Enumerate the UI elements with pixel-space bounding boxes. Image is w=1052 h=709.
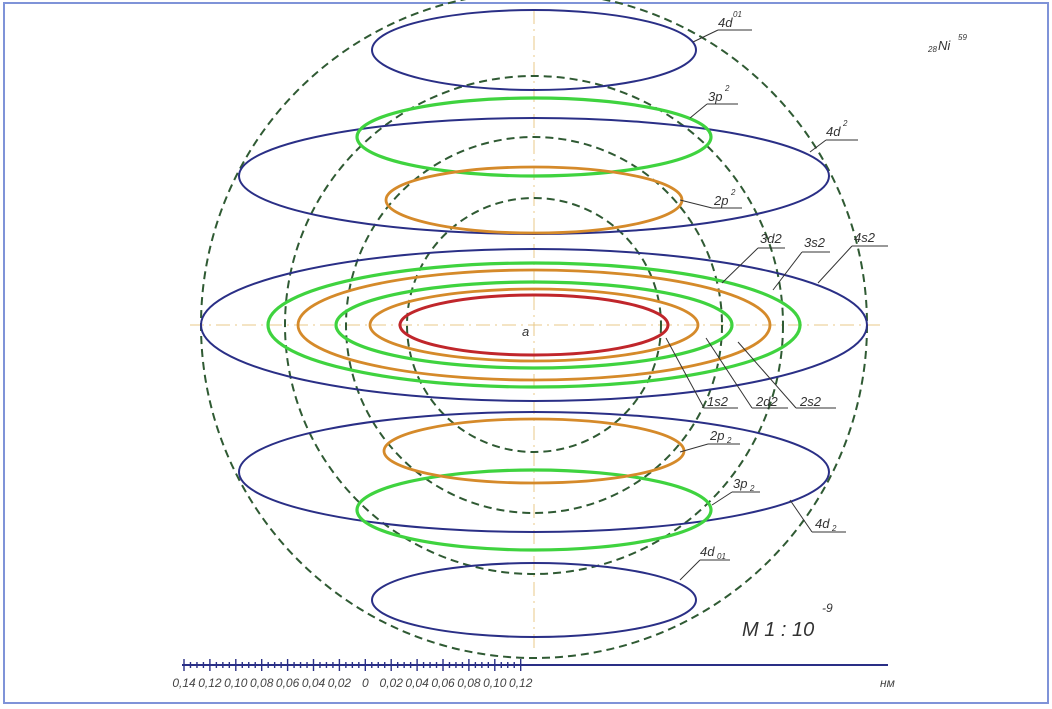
label-1s2: 1s2 — [665, 337, 738, 409]
label-2d2: 2d2 — [705, 337, 788, 409]
svg-text:M 1 : 10: M 1 : 10 — [742, 619, 814, 641]
orbital-1s2 — [398, 293, 670, 357]
svg-text:01: 01 — [717, 552, 726, 561]
scale-tick-label: 0,06 — [276, 676, 300, 690]
scale-tick-label: 0,08 — [250, 676, 274, 690]
label-3p2-bottom: 3p 2 — [711, 476, 760, 506]
label-3s2: 3s2 — [772, 235, 830, 291]
orbital-4d2-lower — [238, 411, 830, 533]
orbital-3p2-bottom — [355, 468, 713, 552]
shell-inner — [406, 197, 662, 453]
svg-text:3s2: 3s2 — [804, 235, 826, 250]
label-2s2: 2s2 — [737, 341, 836, 409]
label-4s2: 4s2 — [817, 230, 888, 284]
drawing-frame — [3, 2, 1049, 704]
orbital-2d2 — [368, 287, 700, 363]
orbital-3d2 — [296, 268, 772, 382]
scale-tick-label: 0,08 — [457, 676, 481, 690]
scale-tick-label: 0,04 — [302, 676, 326, 690]
label-3d2: 3d2 — [721, 231, 785, 284]
scale-tick-label: 0 — [362, 676, 369, 690]
scale-ratio: M 1 : 10 -9 — [742, 601, 833, 641]
scale-tick-label: 0,10 — [483, 676, 507, 690]
label-3p2-top: 3p 2 — [689, 84, 738, 119]
svg-text:4d: 4d — [826, 124, 841, 139]
scale-tick-label: 0,02 — [380, 676, 404, 690]
label-4d2-lower: 4d 2 — [789, 499, 846, 533]
scale-tick-label: 0,12 — [198, 676, 222, 690]
svg-text:2: 2 — [724, 84, 730, 93]
scale-tick-label: 0,02 — [328, 676, 352, 690]
label-2p2-bottom: 2p 2 — [679, 428, 740, 453]
orbital-3p2-top — [355, 96, 713, 178]
shell-second — [345, 136, 723, 514]
orbital-2s2-green — [334, 280, 734, 370]
scale-tick-label: 0,14 — [172, 676, 196, 690]
shell-third — [284, 75, 784, 575]
scale-tick-label: 0,12 — [509, 676, 533, 690]
orbital-3s2 — [266, 261, 802, 389]
svg-text:2p: 2p — [709, 428, 724, 443]
label-4d01-bottom: 4d 01 — [679, 544, 730, 581]
svg-text:2p: 2p — [713, 193, 728, 208]
svg-text:4d: 4d — [700, 544, 715, 559]
svg-text:-9: -9 — [822, 601, 833, 615]
label-4d2-upper: 4d 2 — [809, 119, 858, 153]
svg-text:2: 2 — [730, 188, 736, 197]
element-name: Ni — [938, 38, 951, 53]
element-atomic-number: 28 — [927, 45, 937, 54]
scale-tick-label: 0,10 — [224, 676, 248, 690]
svg-text:2s2: 2s2 — [799, 394, 822, 409]
label-4d01-top: 4d 01 — [692, 10, 752, 43]
svg-text:2: 2 — [726, 436, 732, 445]
scale-tick-label: 0,04 — [405, 676, 429, 690]
svg-text:4s2: 4s2 — [854, 230, 876, 245]
svg-text:3d2: 3d2 — [760, 231, 782, 246]
orbital-4d01-top — [371, 9, 697, 91]
svg-text:2d2: 2d2 — [755, 394, 778, 409]
svg-text:2: 2 — [831, 524, 837, 533]
svg-text:2: 2 — [749, 484, 755, 493]
scale-axis: 0,14 0,12 0,10 0,08 0,06 0,04 0,02 0 0,02 0,04 0,0… — [172, 659, 895, 690]
orbital-4s2 — [200, 248, 868, 402]
element-symbol: 28 Ni 59 — [927, 33, 967, 54]
svg-text:2: 2 — [842, 119, 848, 128]
element-mass-number: 59 — [958, 33, 967, 42]
center-label: a — [522, 324, 529, 339]
scale-tick-label: 0,06 — [431, 676, 455, 690]
svg-text:3p: 3p — [708, 89, 722, 104]
svg-text:01: 01 — [733, 10, 742, 19]
svg-text:4d: 4d — [815, 516, 830, 531]
svg-text:4d: 4d — [718, 15, 733, 30]
label-2p2-top: 2p 2 — [679, 188, 742, 209]
svg-text:3p: 3p — [733, 476, 747, 491]
orbital-4d01-bottom — [371, 562, 697, 638]
scale-unit-label: нм — [880, 676, 895, 690]
svg-text:1s2: 1s2 — [707, 394, 729, 409]
